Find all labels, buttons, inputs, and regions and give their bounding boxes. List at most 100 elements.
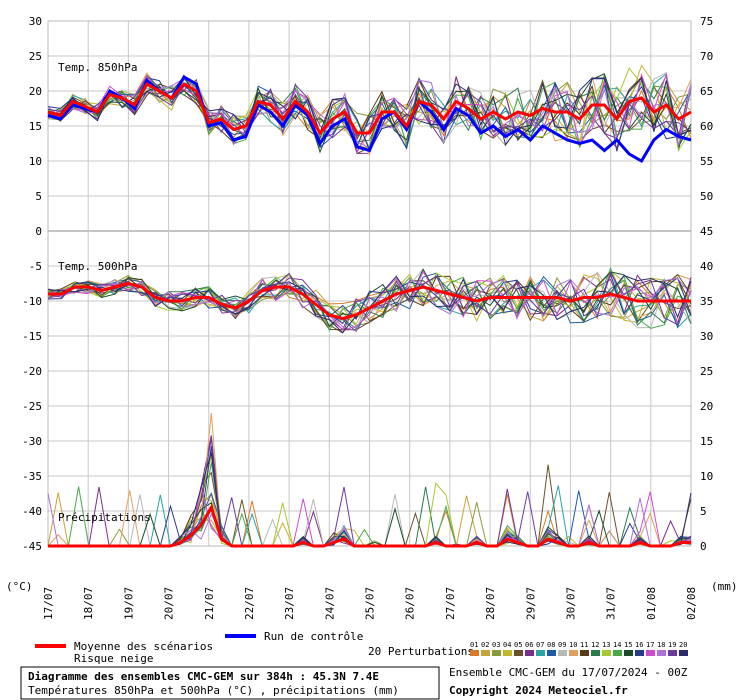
perturb-number: 17 <box>646 641 654 649</box>
left-tick-label: 20 <box>29 85 42 98</box>
member-line-t500 <box>47 277 692 332</box>
perturb-swatch <box>646 650 655 656</box>
right-tick-label: 25 <box>700 365 713 378</box>
right-tick-label: 65 <box>700 85 713 98</box>
precip-label: Précipitations <box>58 511 151 524</box>
left-tick-label: 5 <box>35 190 42 203</box>
date-label: 02/08 <box>685 587 698 620</box>
left-tick-label: -5 <box>29 260 42 273</box>
member-line-t850 <box>47 76 692 152</box>
perturb-swatch <box>547 650 556 656</box>
perturb-swatch <box>525 650 534 656</box>
perturb-number: 06 <box>525 641 533 649</box>
perturb-swatch <box>481 650 490 656</box>
date-label: 24/07 <box>323 587 336 620</box>
mean-line-t850 <box>47 81 692 136</box>
perturb-swatch <box>569 650 578 656</box>
perturb-swatch <box>492 650 501 656</box>
left-tick-label: 15 <box>29 120 42 133</box>
perturb-number: 11 <box>580 641 588 649</box>
date-label: 26/07 <box>404 587 417 620</box>
perturb-number: 13 <box>602 641 610 649</box>
date-label: 20/07 <box>163 587 176 620</box>
date-label: 28/07 <box>484 587 497 620</box>
footer-title: Diagramme des ensembles CMC-GEM sur 384h… <box>28 670 379 683</box>
copyright: Copyright 2024 Meteociel.fr <box>449 684 628 697</box>
left-tick-label: -15 <box>22 330 42 343</box>
perturb-number: 20 <box>679 641 687 649</box>
left-tick-label: -25 <box>22 400 42 413</box>
right-unit: (mm) <box>711 580 738 593</box>
right-tick-label: 20 <box>700 400 713 413</box>
left-unit: (°C) <box>6 580 33 593</box>
control-legend-label: Run de contrôle <box>264 630 363 643</box>
perturb-swatch <box>591 650 600 656</box>
perturb-swatch <box>470 650 479 656</box>
perturb-swatch <box>613 650 622 656</box>
date-label: 01/08 <box>645 587 658 620</box>
date-label: 23/07 <box>283 587 296 620</box>
right-tick-label: 60 <box>700 120 713 133</box>
perturb-number: 19 <box>668 641 676 649</box>
perturb-number: 14 <box>613 641 621 649</box>
left-tick-label: 0 <box>35 225 42 238</box>
perturb-number: 05 <box>514 641 522 649</box>
left-tick-label: -20 <box>22 365 42 378</box>
member-line-t850 <box>47 77 692 139</box>
perturb-number: 07 <box>536 641 544 649</box>
left-tick-label: 10 <box>29 155 42 168</box>
member-line-t500 <box>47 275 692 331</box>
perturb-swatch <box>580 650 589 656</box>
footer-box <box>20 666 440 700</box>
right-tick-label: 35 <box>700 295 713 308</box>
perturb-number: 12 <box>591 641 599 649</box>
date-label: 18/07 <box>82 587 95 620</box>
date-label: 21/07 <box>203 587 216 620</box>
perturb-number: 08 <box>547 641 555 649</box>
perturb-swatch <box>635 650 644 656</box>
date-label: 19/07 <box>122 587 135 620</box>
t500-label: Temp. 500hPa <box>58 260 137 273</box>
main-lines <box>47 74 692 548</box>
right-tick-label: 45 <box>700 225 713 238</box>
date-label: 27/07 <box>444 587 457 620</box>
perturb-number: 15 <box>624 641 632 649</box>
left-tick-label: -10 <box>22 295 42 308</box>
left-tick-label: -40 <box>22 505 42 518</box>
perturb-swatch <box>657 650 666 656</box>
mean-legend-label: Moyenne des scénarios <box>74 640 213 653</box>
left-tick-label: -30 <box>22 435 42 448</box>
perturb-number: 01 <box>470 641 478 649</box>
perturb-number: 02 <box>481 641 489 649</box>
perturb-number: 04 <box>503 641 511 649</box>
footer-subtitle: Températures 850hPa et 500hPa (°C) , pré… <box>28 684 399 697</box>
perturb-swatch <box>536 650 545 656</box>
member-line-t850 <box>47 74 692 151</box>
right-tick-label: 50 <box>700 190 713 203</box>
perturb-number: 16 <box>635 641 643 649</box>
right-tick-label: 15 <box>700 435 713 448</box>
left-tick-label: -35 <box>22 470 42 483</box>
t850-label: Temp. 850hPa <box>58 61 137 74</box>
perturb-legend-label: 20 Perturbations <box>368 645 474 658</box>
left-tick-label: 25 <box>29 50 42 63</box>
mean-line-t500 <box>48 281 691 321</box>
date-label: 29/07 <box>524 587 537 620</box>
perturb-swatch <box>679 650 688 656</box>
perturbation-legend: 01 02 03 04 05 06 07 08 09 10 11 12 13 14 15 16 17 18 19 20 <box>470 641 688 656</box>
date-label: 25/07 <box>364 587 377 620</box>
right-tick-label: 0 <box>700 540 707 553</box>
right-tick-label: 75 <box>700 15 713 28</box>
snow-legend-label: Risque neige <box>74 652 153 665</box>
date-label: 17/07 <box>42 587 55 620</box>
date-label: 30/07 <box>564 587 577 620</box>
date-label: 22/07 <box>243 587 256 620</box>
date-label: 31/07 <box>605 587 618 620</box>
perturb-number: 10 <box>569 641 577 649</box>
left-tick-label: -45 <box>22 540 42 553</box>
right-tick-label: 10 <box>700 470 713 483</box>
perturb-swatch <box>624 650 633 656</box>
ensemble-info: Ensemble CMC-GEM du 17/07/2024 - 00Z <box>449 666 688 679</box>
perturb-swatch <box>503 650 512 656</box>
